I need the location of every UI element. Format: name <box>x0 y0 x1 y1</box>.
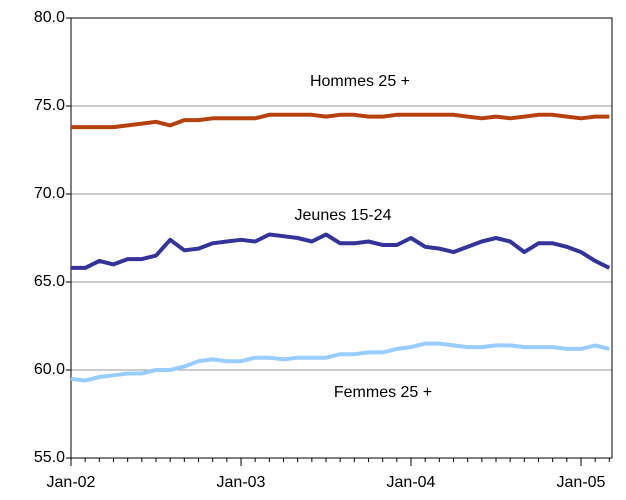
y-tick-label: 80.0 <box>34 9 65 26</box>
series-line <box>71 232 611 270</box>
y-tick-label: 75.0 <box>34 97 65 114</box>
x-tick-label: Jan-05 <box>557 474 606 491</box>
y-tick-label: 65.0 <box>34 273 65 290</box>
y-tick-label: 60.0 <box>34 361 65 378</box>
x-tick-label: Jan-03 <box>217 474 266 491</box>
series-label: Jeunes 15-24 <box>295 207 392 224</box>
x-tick-label: Jan-04 <box>387 474 436 491</box>
x-tick-label: Jan-02 <box>47 474 96 491</box>
series-line <box>71 112 610 130</box>
series-line <box>70 341 610 383</box>
y-tick-label: 70.0 <box>34 185 65 202</box>
series-label: Femmes 25 + <box>334 384 432 401</box>
y-tick-label: 55.0 <box>34 449 65 466</box>
plot-frame <box>70 17 613 459</box>
series-label: Hommes 25 + <box>310 73 410 90</box>
